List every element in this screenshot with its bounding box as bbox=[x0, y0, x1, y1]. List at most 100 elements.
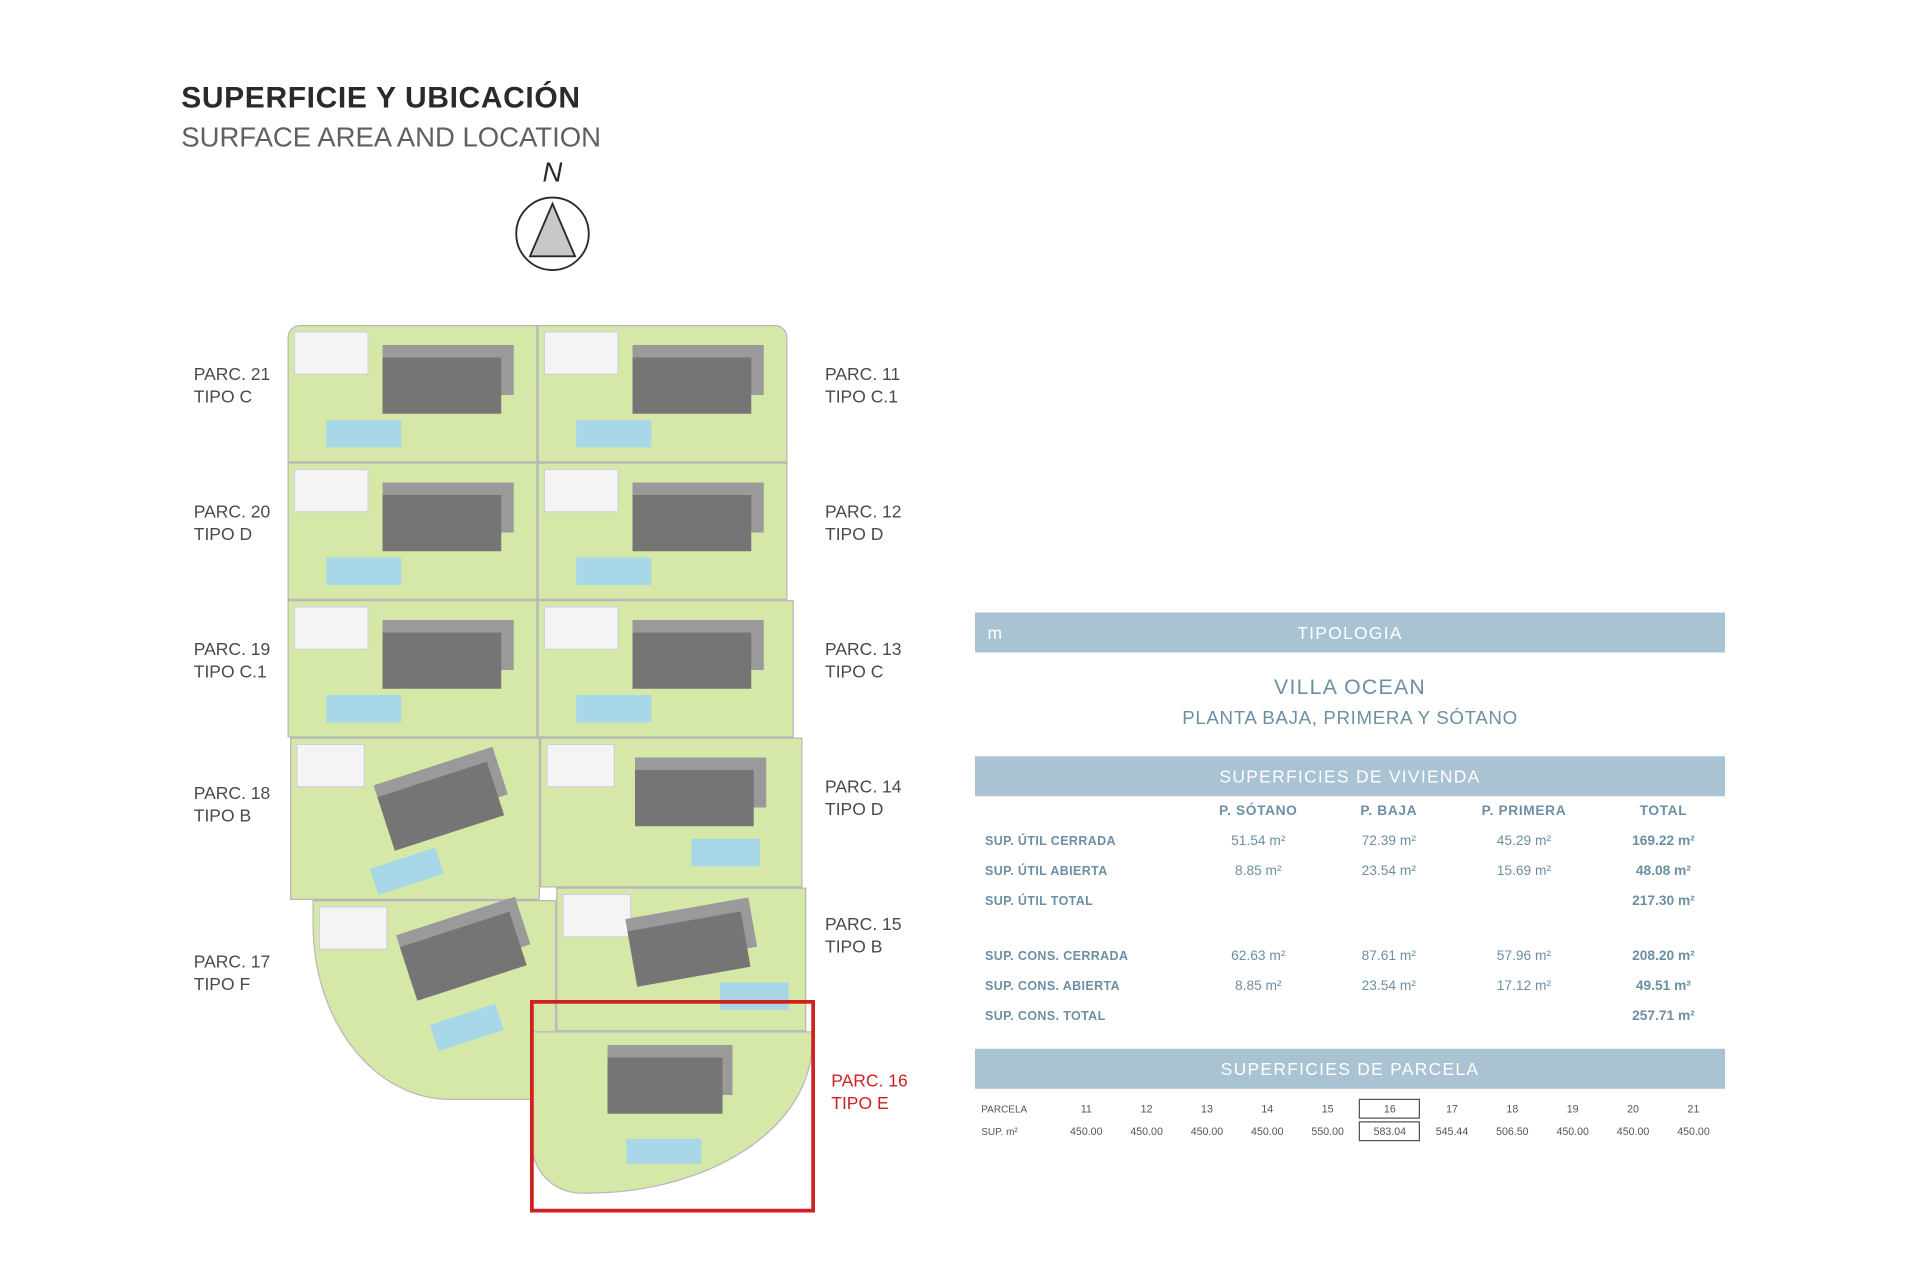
vivienda-row: SUP. ÚTIL TOTAL217.30 m² bbox=[975, 886, 1725, 916]
parcela-header: SUPERFICIES DE PARCELA bbox=[1221, 1059, 1480, 1079]
driveway bbox=[294, 331, 369, 375]
cell: 257.71 m² bbox=[1602, 1001, 1725, 1031]
cell: 23.54 m² bbox=[1332, 971, 1446, 1001]
parc-num: PARC. 20 bbox=[194, 501, 271, 521]
parcela-id: 20 bbox=[1604, 1099, 1662, 1119]
lot-17 bbox=[313, 900, 557, 1100]
parc-tipo: TIPO C bbox=[825, 660, 902, 683]
cell: 15.69 m² bbox=[1446, 856, 1602, 886]
col-sotano: P. SÓTANO bbox=[1185, 796, 1332, 826]
cell bbox=[1185, 1001, 1332, 1031]
cell bbox=[1332, 886, 1446, 916]
parcela-header-bar: SUPERFICIES DE PARCELA bbox=[975, 1049, 1725, 1089]
compass-icon bbox=[513, 194, 593, 274]
driveway bbox=[296, 744, 365, 788]
row-label: SUP. ÚTIL TOTAL bbox=[975, 886, 1185, 916]
parcela-id: 17 bbox=[1423, 1099, 1481, 1119]
villa bbox=[383, 633, 502, 689]
parcela-val: 545.44 bbox=[1423, 1121, 1481, 1141]
villa bbox=[633, 358, 752, 414]
lot-18 bbox=[290, 738, 540, 901]
villa-angled bbox=[368, 745, 528, 877]
parcela-id: 14 bbox=[1238, 1099, 1296, 1119]
parcela-val: 583.04 bbox=[1359, 1121, 1420, 1141]
typology-name: VILLA OCEAN bbox=[975, 675, 1725, 700]
parc-tipo: TIPO E bbox=[831, 1091, 908, 1114]
label-parc-16: PARC. 16TIPO E bbox=[831, 1069, 908, 1114]
driveway bbox=[544, 606, 619, 650]
parc-num: PARC. 13 bbox=[825, 639, 902, 659]
info-panel: m TIPOLOGIA VILLA OCEAN PLANTA BAJA, PRI… bbox=[975, 613, 1725, 1144]
title-block: SUPERFICIE Y UBICACIÓN SURFACE AREA AND … bbox=[181, 81, 601, 154]
parc-num: PARC. 17 bbox=[194, 951, 271, 971]
m-label: m bbox=[988, 623, 1004, 643]
title-es: SUPERFICIE Y UBICACIÓN bbox=[181, 81, 601, 116]
cell: 49.51 m² bbox=[1602, 971, 1725, 1001]
row-label: SUP. CONS. TOTAL bbox=[975, 1001, 1185, 1031]
parcela-id: 21 bbox=[1664, 1099, 1722, 1119]
cell: 8.85 m² bbox=[1185, 971, 1332, 1001]
parcela-val: 450.00 bbox=[1057, 1121, 1115, 1141]
villa bbox=[635, 770, 754, 826]
cell: 51.54 m² bbox=[1185, 826, 1332, 856]
vivienda-table: P. SÓTANO P. BAJA P. PRIMERA TOTAL SUP. … bbox=[975, 796, 1725, 1031]
pool bbox=[576, 420, 651, 448]
cell bbox=[1446, 1001, 1602, 1031]
parcela-val: 506.50 bbox=[1483, 1121, 1541, 1141]
site-plan bbox=[288, 325, 801, 1200]
typology-desc: PLANTA BAJA, PRIMERA Y SÓTANO bbox=[975, 708, 1725, 729]
parcela-val: 450.00 bbox=[1178, 1121, 1236, 1141]
cell bbox=[1185, 886, 1332, 916]
parcela-val: 450.00 bbox=[1544, 1121, 1602, 1141]
villa bbox=[383, 495, 502, 551]
label-parc-15: PARC. 15TIPO B bbox=[825, 913, 902, 958]
parc-num: PARC. 15 bbox=[825, 914, 902, 934]
cell bbox=[1332, 1001, 1446, 1031]
lot-14 bbox=[540, 738, 803, 888]
vivienda-row: SUP. CONS. ABIERTA8.85 m²23.54 m²17.12 m… bbox=[975, 971, 1725, 1001]
parc-tipo: TIPO B bbox=[825, 935, 902, 958]
parcela-val: 450.00 bbox=[1664, 1121, 1722, 1141]
parc-num: PARC. 18 bbox=[194, 783, 271, 803]
compass-n-label: N bbox=[513, 156, 593, 189]
parc-num: PARC. 11 bbox=[825, 364, 900, 384]
parcela-id: 12 bbox=[1118, 1099, 1176, 1119]
row-label: SUP. CONS. CERRADA bbox=[975, 941, 1185, 971]
parc-tipo: TIPO D bbox=[825, 523, 902, 546]
tipologia-header-bar: m TIPOLOGIA bbox=[975, 613, 1725, 653]
col-primera: P. PRIMERA bbox=[1446, 796, 1602, 826]
pool bbox=[326, 558, 401, 586]
pool bbox=[326, 420, 401, 448]
parcela-val: 450.00 bbox=[1238, 1121, 1296, 1141]
label-parc-14: PARC. 14TIPO D bbox=[825, 775, 902, 820]
row-label: SUP. ÚTIL ABIERTA bbox=[975, 856, 1185, 886]
parcela-val: 550.00 bbox=[1299, 1121, 1357, 1141]
label-parc-20: PARC. 20TIPO D bbox=[194, 500, 271, 545]
lot-20 bbox=[288, 463, 538, 601]
parc-tipo: TIPO B bbox=[194, 804, 271, 827]
tipologia-body: VILLA OCEAN PLANTA BAJA, PRIMERA Y SÓTAN… bbox=[975, 653, 1725, 757]
parcela-label: SUP. m² bbox=[978, 1121, 1055, 1141]
villa-angled bbox=[390, 895, 550, 1027]
parc-num: PARC. 21 bbox=[194, 364, 271, 384]
villa bbox=[633, 633, 752, 689]
vivienda-row: SUP. ÚTIL CERRADA51.54 m²72.39 m²45.29 m… bbox=[975, 826, 1725, 856]
parc-tipo: TIPO C.1 bbox=[194, 660, 271, 683]
lot-13 bbox=[538, 600, 794, 738]
driveway bbox=[546, 744, 615, 788]
parcela-id: 16 bbox=[1359, 1099, 1420, 1119]
cell: 57.96 m² bbox=[1446, 941, 1602, 971]
cell: 208.20 m² bbox=[1602, 941, 1725, 971]
parcela-val: 450.00 bbox=[1118, 1121, 1176, 1141]
vivienda-row: SUP. CONS. CERRADA62.63 m²87.61 m²57.96 … bbox=[975, 941, 1725, 971]
row-label: SUP. ÚTIL CERRADA bbox=[975, 826, 1185, 856]
cell bbox=[1446, 886, 1602, 916]
parc-num: PARC. 19 bbox=[194, 639, 271, 659]
cell: 169.22 m² bbox=[1602, 826, 1725, 856]
parcela-ids-row: PARCELA1112131415161718192021 bbox=[978, 1099, 1723, 1119]
cell: 17.12 m² bbox=[1446, 971, 1602, 1001]
cell: 45.29 m² bbox=[1446, 826, 1602, 856]
pool bbox=[576, 695, 651, 723]
driveway bbox=[544, 331, 619, 375]
label-parc-13: PARC. 13TIPO C bbox=[825, 638, 902, 683]
